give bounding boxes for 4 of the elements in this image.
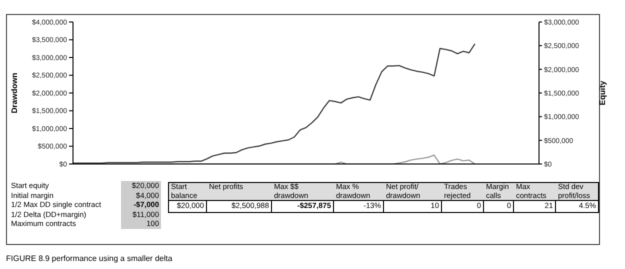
caption: FIGURE 8.9 performance using a smaller delta bbox=[6, 254, 172, 263]
y-axis-title: Drawdown bbox=[10, 72, 19, 114]
line-series bbox=[72, 43, 476, 164]
y2-axis-title: Equity bbox=[598, 80, 607, 106]
